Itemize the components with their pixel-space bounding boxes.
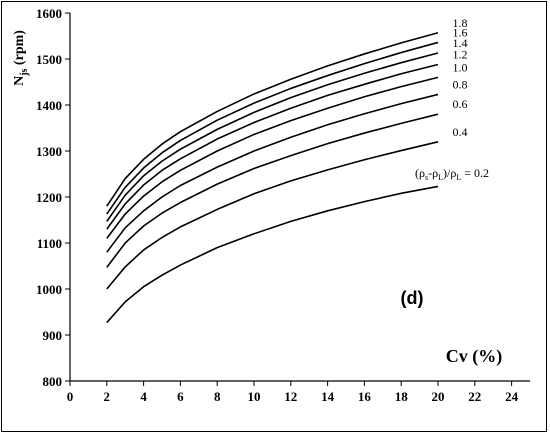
x-tick-label: 22: [468, 389, 481, 404]
series-label-1.4: 1.4: [453, 36, 468, 50]
series-label-0.8: 0.8: [453, 77, 468, 91]
y-tick-label: 1400: [36, 98, 62, 113]
y-tick-label: 1600: [36, 6, 62, 21]
series-line-1.8: [106, 32, 439, 207]
y-tick-label: 900: [43, 328, 63, 343]
series-label-0.2: (ρs-ρL)/ρL = 0.2: [415, 166, 489, 182]
x-tick-label: 6: [177, 389, 184, 404]
x-axis-label: Cv (%): [446, 346, 503, 367]
series-label-1.8: 1.8: [453, 16, 468, 30]
x-tick-label: 2: [104, 389, 111, 404]
x-tick-label: 8: [214, 389, 221, 404]
y-ticks: 800 900 1000 1100 1200 1300 1400 1500 1600: [36, 6, 70, 389]
x-tick-label: 0: [67, 389, 74, 404]
series-label-1.2: 1.2: [453, 48, 468, 62]
y-tick-label: 1300: [36, 144, 62, 159]
x-tick-label: 18: [395, 389, 409, 404]
series-label-1.6: 1.6: [453, 25, 468, 39]
y-tick-label: 800: [43, 374, 63, 389]
series-line-0.2: [106, 185, 439, 324]
x-tick-label: 10: [248, 389, 261, 404]
series-lines: [106, 32, 439, 324]
series-labels: (ρs-ρL)/ρL = 0.2 0.4 0.6 0.8 1.01.21.41.61.8: [415, 16, 489, 182]
y-tick-label: 1100: [37, 236, 62, 251]
y-axis-label: Njs (rpm): [12, 30, 30, 86]
x-tick-label: 20: [432, 389, 445, 404]
x-tick-label: 14: [321, 389, 335, 404]
x-tick-label: 24: [505, 389, 519, 404]
y-tick-label: 1200: [36, 190, 62, 205]
series-line-0.8: [106, 93, 439, 253]
x-tick-label: 4: [140, 389, 147, 404]
x-ticks: 0 2 4 6 8 10 12 14 16 18 20 22 24: [67, 381, 519, 404]
series-line-0.4: [106, 141, 439, 290]
series-label-1.0: 1.0: [453, 60, 468, 74]
series-label-0.4: 0.4: [453, 125, 468, 139]
series-line-1.0: [106, 76, 439, 239]
y-tick-label: 1500: [36, 52, 62, 67]
series-label-0.6: 0.6: [453, 97, 468, 111]
series-line-1.4: [106, 52, 439, 222]
panel-label: (d): [401, 288, 424, 308]
series-line-0.6: [106, 113, 439, 268]
series-line-1.6: [106, 41, 439, 215]
x-tick-label: 16: [358, 389, 372, 404]
series-line-1.2: [106, 63, 439, 230]
x-tick-label: 12: [284, 389, 297, 404]
y-tick-label: 1000: [36, 282, 62, 297]
